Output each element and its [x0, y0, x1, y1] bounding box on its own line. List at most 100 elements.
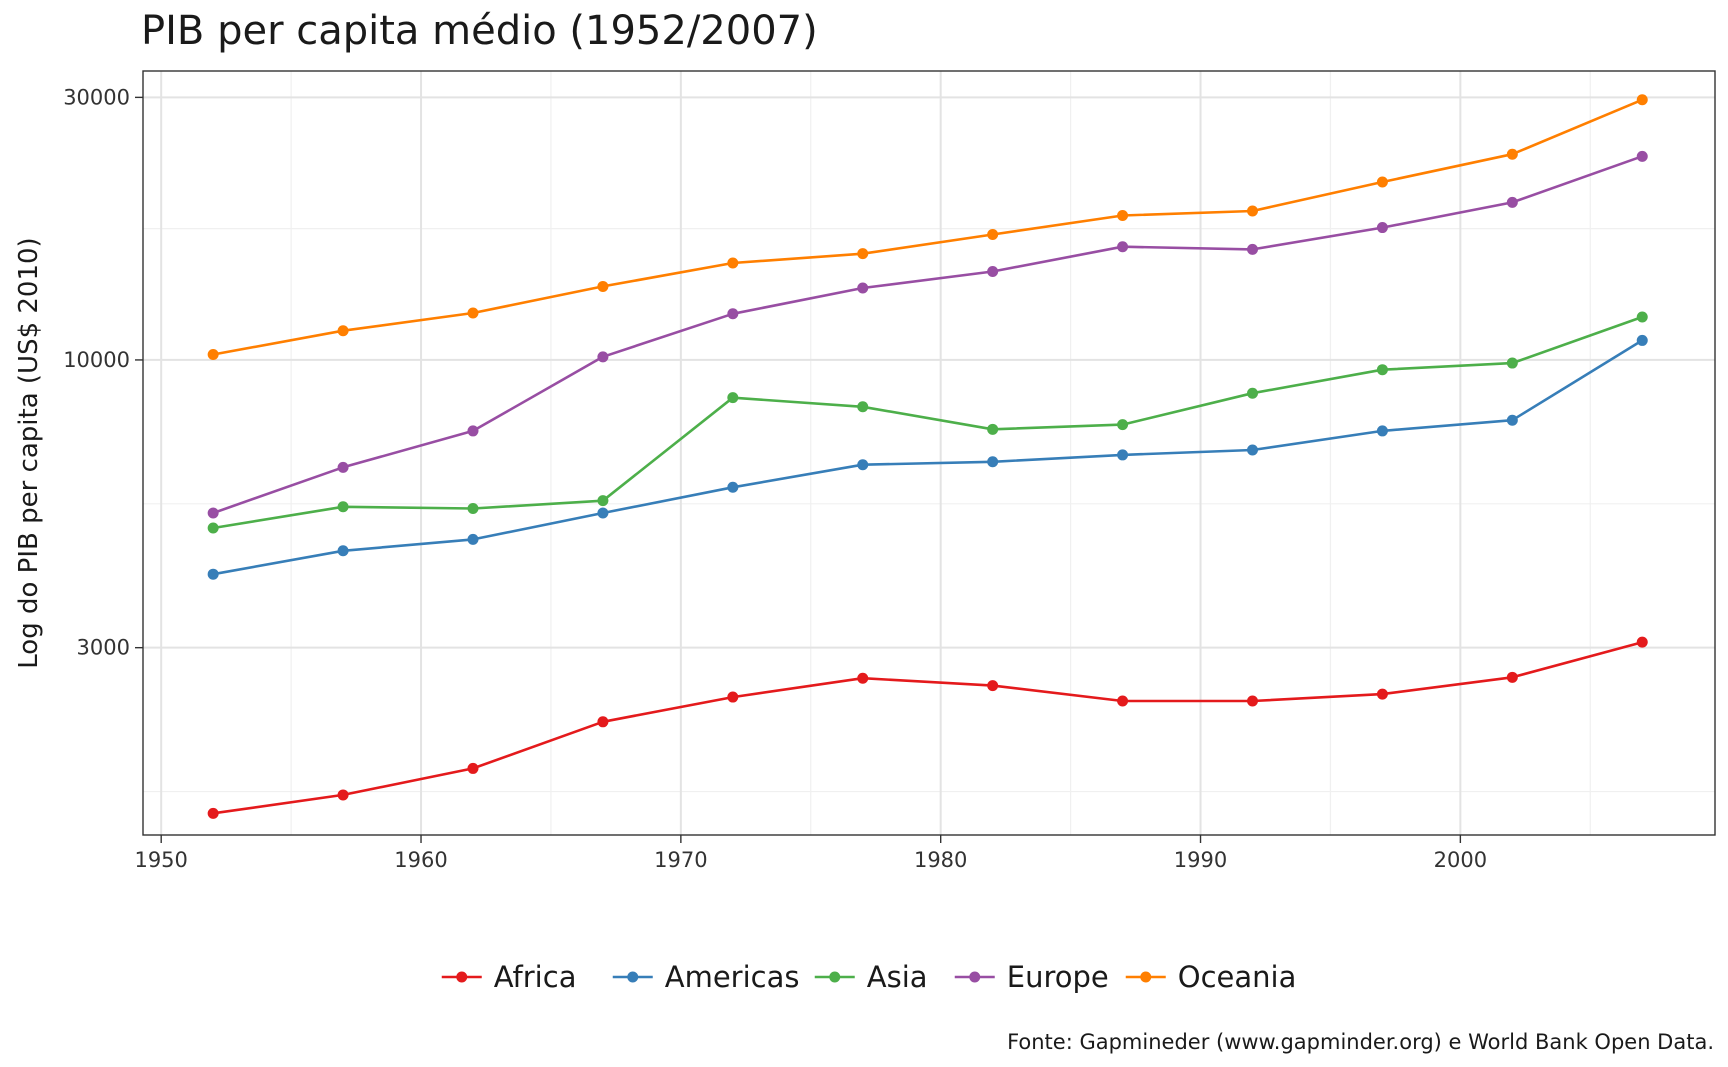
- data-point-africa: [1376, 688, 1388, 700]
- series-europe: [207, 150, 1648, 519]
- data-point-asia: [987, 423, 999, 435]
- series-line-africa: [213, 640, 1643, 815]
- data-point-oceania: [1246, 205, 1258, 217]
- data-point-europe: [337, 461, 349, 473]
- data-point-asia: [337, 501, 349, 513]
- x-tick-label: 1990: [1174, 848, 1227, 872]
- data-point-americas: [1117, 449, 1129, 461]
- series-layer: [207, 94, 1648, 819]
- data-point-africa: [337, 789, 349, 801]
- y-axis: 3000 10000 30000: [63, 85, 143, 660]
- data-point-asia: [467, 503, 479, 515]
- series-line-americas: [212, 339, 1643, 576]
- data-point-africa: [727, 691, 739, 703]
- data-point-europe: [727, 308, 739, 320]
- data-point-europe: [597, 351, 609, 363]
- data-point-africa: [987, 680, 999, 692]
- data-point-europe: [1636, 150, 1648, 162]
- legend-label: Asia: [867, 960, 928, 994]
- legend-key-point: [1140, 971, 1152, 983]
- series-americas: [207, 334, 1648, 580]
- legend-item-africa: Africa: [441, 960, 577, 994]
- series-line-asia: [212, 315, 1643, 530]
- data-point-oceania: [1376, 176, 1388, 188]
- series-asia: [207, 311, 1648, 534]
- data-point-oceania: [857, 248, 869, 260]
- data-point-americas: [1246, 444, 1258, 456]
- data-point-africa: [467, 762, 479, 774]
- data-point-americas: [207, 568, 219, 580]
- x-tick-label: 1970: [654, 848, 707, 872]
- data-point-oceania: [987, 229, 999, 241]
- data-point-europe: [987, 265, 999, 277]
- legend-key-point: [627, 971, 639, 983]
- legend-key-point: [829, 971, 841, 983]
- x-tick-label: 1950: [134, 848, 187, 872]
- data-point-oceania: [207, 348, 219, 360]
- y-tick-label: 10000: [63, 348, 130, 372]
- data-point-asia: [1246, 387, 1258, 399]
- data-point-africa: [857, 672, 869, 684]
- y-tick-label: 30000: [63, 85, 130, 109]
- data-point-americas: [467, 533, 479, 545]
- x-axis: 1950 1960 1970 1980 1990 2000: [134, 835, 1487, 872]
- series-line-europe: [212, 155, 1643, 515]
- data-point-asia: [727, 392, 739, 404]
- data-point-oceania: [1117, 210, 1129, 222]
- chart-title: PIB per capita médio (1952/2007): [141, 8, 818, 54]
- data-point-europe: [467, 425, 479, 437]
- data-point-europe: [1117, 241, 1129, 253]
- data-point-americas: [1376, 425, 1388, 437]
- legend-label: Africa: [494, 960, 577, 994]
- data-point-oceania: [467, 307, 479, 319]
- x-tick-label: 2000: [1434, 848, 1487, 872]
- data-point-asia: [857, 401, 869, 413]
- data-point-oceania: [1506, 148, 1518, 160]
- data-point-europe: [207, 507, 219, 519]
- data-point-oceania: [597, 280, 609, 292]
- data-point-asia: [597, 495, 609, 507]
- data-point-americas: [1506, 414, 1518, 426]
- data-point-oceania: [727, 257, 739, 269]
- data-point-africa: [207, 807, 219, 819]
- data-point-americas: [987, 456, 999, 468]
- minor-gridlines: [143, 71, 1715, 835]
- data-point-africa: [1246, 695, 1258, 707]
- data-point-asia: [1506, 357, 1518, 369]
- plot-border: [142, 70, 1716, 836]
- x-tick-label: 1980: [914, 848, 967, 872]
- data-point-americas: [1636, 334, 1648, 346]
- legend-key-point: [969, 971, 981, 983]
- data-point-africa: [597, 716, 609, 728]
- legend-label: Europe: [1007, 960, 1109, 994]
- legend-item-asia: Asia: [814, 960, 928, 994]
- data-point-oceania: [1636, 94, 1648, 106]
- legend-item-europe: Europe: [954, 960, 1109, 994]
- caption: Fonte: Gapmineder (www.gapminder.org) e …: [1007, 1030, 1714, 1054]
- data-point-africa: [1506, 671, 1518, 683]
- legend-key-point: [456, 971, 468, 983]
- data-point-asia: [207, 522, 219, 534]
- data-point-americas: [727, 481, 739, 493]
- data-point-americas: [857, 459, 869, 471]
- data-point-oceania: [337, 325, 349, 337]
- legend-label: Oceania: [1178, 960, 1297, 994]
- series-oceania: [207, 94, 1648, 360]
- data-point-europe: [1246, 243, 1258, 255]
- series-line-oceania: [212, 98, 1643, 356]
- data-point-asia: [1376, 364, 1388, 376]
- data-point-europe: [857, 282, 869, 294]
- legend-item-oceania: Oceania: [1125, 960, 1297, 994]
- legend: Africa Americas Asia Europe Oceania: [441, 960, 1297, 994]
- plot-panel: [143, 71, 1715, 835]
- data-point-americas: [597, 507, 609, 519]
- data-point-americas: [337, 545, 349, 557]
- y-tick-label: 3000: [77, 636, 130, 660]
- y-axis-label: Log do PIB per capita (US$ 2010): [14, 237, 44, 668]
- data-point-asia: [1117, 419, 1129, 431]
- x-tick-label: 1960: [394, 848, 447, 872]
- legend-item-americas: Americas: [612, 960, 800, 994]
- legend-label: Americas: [665, 960, 800, 994]
- series-africa: [207, 636, 1648, 819]
